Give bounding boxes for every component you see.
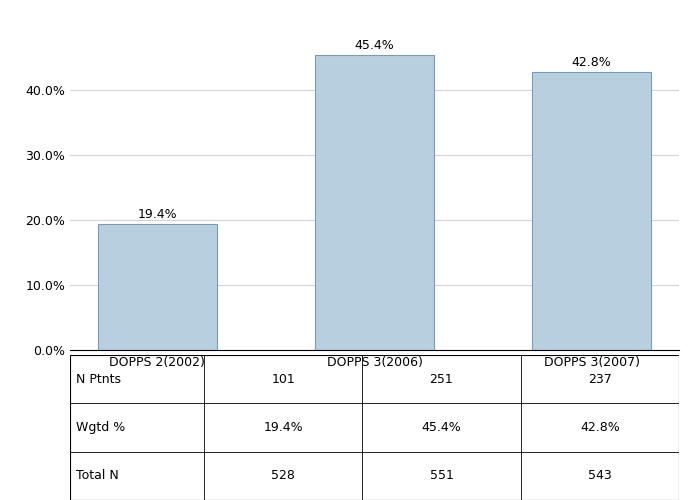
Text: 19.4%: 19.4% (263, 421, 303, 434)
Text: 45.4%: 45.4% (355, 38, 394, 52)
Text: 101: 101 (272, 372, 295, 386)
Text: 237: 237 (588, 372, 612, 386)
Text: N Ptnts: N Ptnts (76, 372, 121, 386)
Text: 42.8%: 42.8% (580, 421, 620, 434)
Text: Wgtd %: Wgtd % (76, 421, 125, 434)
Text: 45.4%: 45.4% (421, 421, 461, 434)
Text: Total N: Total N (76, 470, 119, 482)
Text: 42.8%: 42.8% (572, 56, 612, 68)
Bar (98, 224, 217, 350)
Text: 528: 528 (271, 470, 295, 482)
Bar (315, 55, 434, 350)
Text: 551: 551 (430, 470, 454, 482)
Text: 251: 251 (430, 372, 454, 386)
Text: 19.4%: 19.4% (138, 208, 177, 220)
Bar (532, 72, 651, 350)
Text: 543: 543 (588, 470, 612, 482)
